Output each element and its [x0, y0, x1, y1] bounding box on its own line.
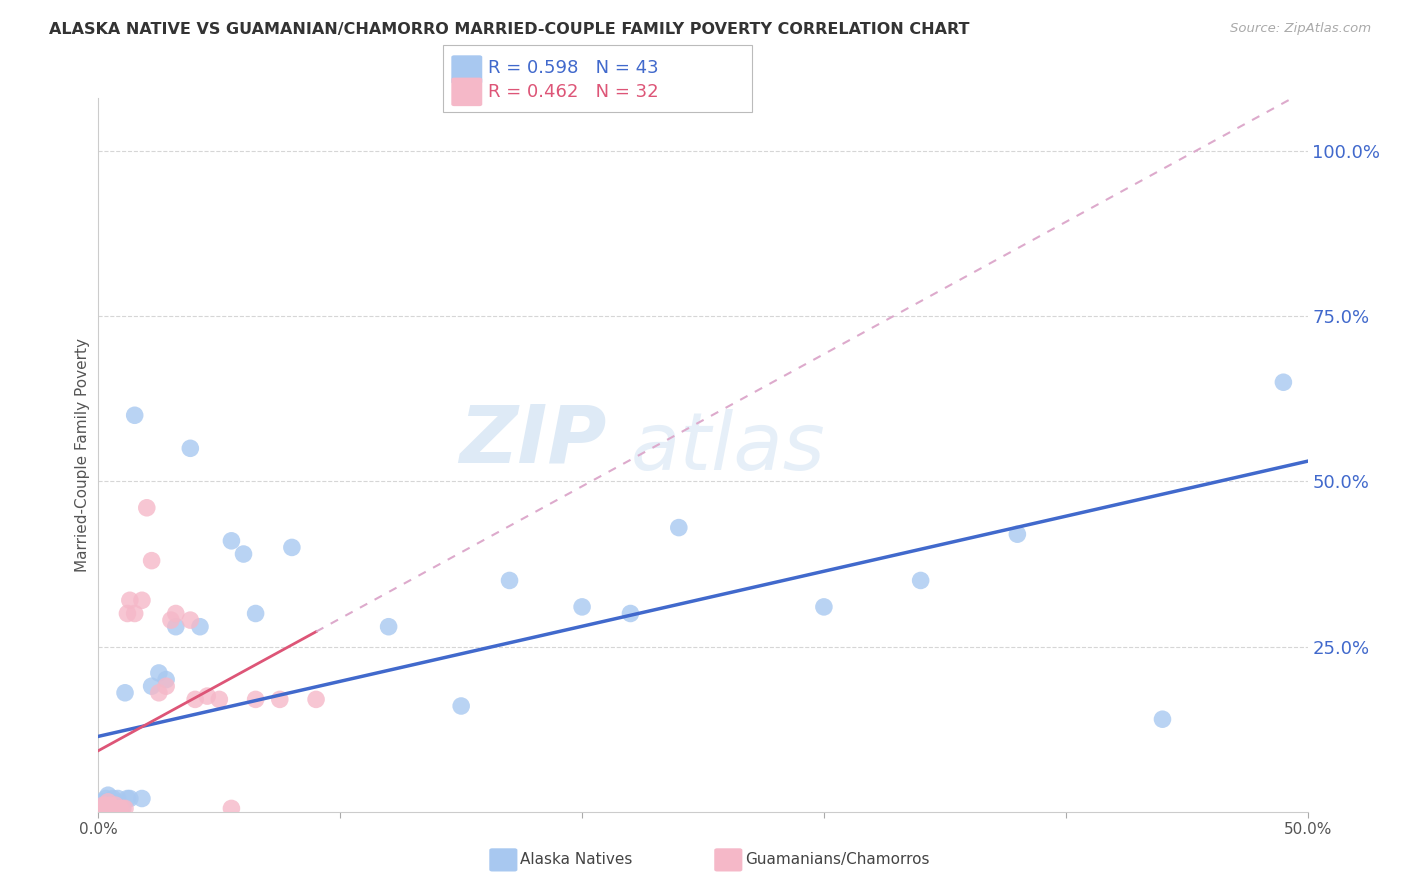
Point	[107, 791, 129, 805]
Point	[111, 801, 134, 815]
Point	[118, 593, 141, 607]
Point	[165, 607, 187, 621]
Point	[91, 798, 114, 813]
Text: Source: ZipAtlas.com: Source: ZipAtlas.com	[1230, 22, 1371, 36]
Point	[94, 791, 117, 805]
Point	[91, 795, 114, 809]
Point	[97, 801, 120, 815]
Point	[148, 665, 170, 680]
Point	[108, 801, 131, 815]
Point	[101, 798, 124, 813]
Point	[91, 798, 114, 813]
Point	[221, 801, 243, 815]
Point	[104, 795, 127, 809]
Point	[118, 791, 141, 805]
Point	[208, 692, 231, 706]
Point	[910, 574, 932, 588]
Point	[1007, 527, 1029, 541]
Point	[155, 679, 177, 693]
Point	[498, 574, 520, 588]
Y-axis label: Married-Couple Family Poverty: Married-Couple Family Poverty	[75, 338, 90, 572]
Text: Alaska Natives: Alaska Natives	[520, 853, 633, 867]
Point	[124, 607, 146, 621]
Point	[377, 620, 399, 634]
Point	[450, 698, 472, 713]
Point	[100, 801, 122, 815]
Point	[107, 801, 129, 815]
Point	[114, 801, 136, 815]
Point	[245, 692, 267, 706]
Point	[281, 541, 304, 555]
Point	[155, 673, 177, 687]
Point	[245, 607, 267, 621]
Point	[813, 599, 835, 614]
Point	[114, 686, 136, 700]
Point	[104, 798, 127, 813]
Point	[179, 613, 201, 627]
Text: R = 0.462   N = 32: R = 0.462 N = 32	[488, 83, 658, 101]
Text: Guamanians/Chamorros: Guamanians/Chamorros	[745, 853, 929, 867]
Point	[97, 788, 120, 802]
Point	[100, 798, 122, 813]
Text: ALASKA NATIVE VS GUAMANIAN/CHAMORRO MARRIED-COUPLE FAMILY POVERTY CORRELATION CH: ALASKA NATIVE VS GUAMANIAN/CHAMORRO MARR…	[49, 22, 970, 37]
Point	[184, 692, 207, 706]
Point	[97, 795, 120, 809]
Text: ZIP: ZIP	[458, 401, 606, 480]
Point	[135, 500, 157, 515]
Text: R = 0.598   N = 43: R = 0.598 N = 43	[488, 59, 658, 77]
Point	[160, 613, 183, 627]
Point	[107, 798, 129, 813]
Point	[232, 547, 254, 561]
Point	[100, 795, 122, 809]
Point	[195, 689, 218, 703]
Point	[101, 791, 124, 805]
Point	[141, 554, 163, 568]
Point	[100, 801, 122, 815]
Point	[305, 692, 328, 706]
Point	[94, 798, 117, 813]
Point	[131, 593, 153, 607]
Point	[619, 607, 641, 621]
Point	[90, 801, 112, 815]
Text: atlas: atlas	[630, 409, 825, 487]
Point	[141, 679, 163, 693]
Point	[148, 686, 170, 700]
Point	[571, 599, 593, 614]
Point	[94, 801, 117, 815]
Point	[124, 409, 146, 423]
Point	[1152, 712, 1174, 726]
Point	[179, 442, 201, 456]
Point	[668, 520, 690, 534]
Point	[94, 801, 117, 815]
Point	[104, 801, 127, 815]
Point	[108, 801, 131, 815]
Point	[90, 801, 112, 815]
Point	[101, 801, 124, 815]
Point	[221, 533, 243, 548]
Point	[269, 692, 291, 706]
Point	[165, 620, 187, 634]
Point	[188, 620, 211, 634]
Point	[111, 801, 134, 815]
Point	[131, 791, 153, 805]
Point	[117, 791, 139, 805]
Point	[97, 798, 120, 813]
Point	[117, 607, 139, 621]
Point	[1272, 376, 1295, 390]
